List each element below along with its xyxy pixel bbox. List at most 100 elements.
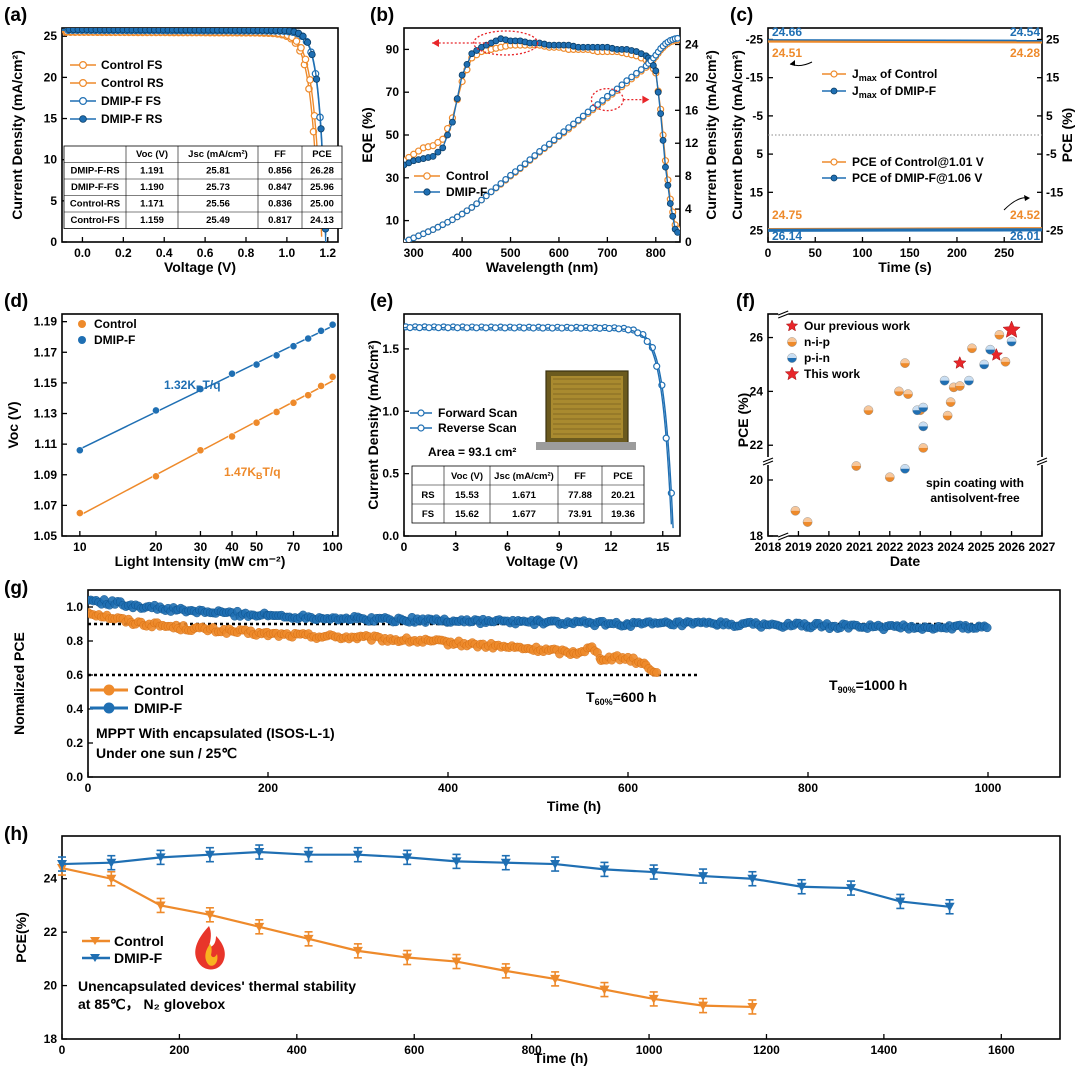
panel-f-x-tick-label: 2025: [968, 540, 995, 554]
panel-b-eqe-point: [439, 144, 447, 152]
panel-h-x-tick-label: 0: [59, 1043, 66, 1057]
panel-f-legend-marker: [787, 337, 797, 342]
panel-g-x-tick-label: 200: [258, 781, 278, 795]
panel-f-data-point: [918, 421, 928, 427]
panel-a-x-tick-label: 0.0: [74, 246, 91, 260]
flame-icon: [195, 926, 225, 970]
panel-f-data-point: [964, 380, 974, 386]
panel-b-x-tick-label: 300: [404, 246, 424, 260]
panel-d-x-tick-label: 70: [287, 540, 301, 554]
panel-f-data-point: [900, 464, 910, 469]
panel-f-y-break-right: [1036, 460, 1048, 466]
panel-f-data-point-ring: [903, 389, 913, 399]
panel-b-jint-point: [589, 104, 597, 112]
panel-b-y2-tick-label: 24: [685, 37, 699, 51]
panel-b-y2-tick-label: 4: [685, 202, 692, 216]
panel-g-t90-label: T90%=1000 h: [829, 677, 907, 695]
panel-e-table-cell: 19.36: [611, 509, 635, 520]
panel-h-data-point: [451, 857, 462, 867]
panel-f-data-point: [900, 358, 910, 364]
panel-e-legend-marker: [417, 424, 425, 432]
panel-c-y-tick-label: 5: [756, 147, 763, 161]
panel-d-data-point: [304, 391, 313, 400]
panel-e-module-active: [551, 376, 623, 438]
panel-b-jint-point: [468, 204, 476, 211]
panel-b-y-tick-label: 70: [386, 85, 400, 99]
panel-c-x-tick-label: 50: [809, 246, 823, 260]
panel-h-legend-label: Control: [114, 933, 164, 949]
flame-icon-inner: [205, 944, 218, 966]
panel-c-y2-tick-label: 25: [1046, 32, 1060, 46]
panel-a-table-cell: 25.56: [206, 199, 230, 210]
panel-b-eqe-point: [659, 136, 667, 144]
panel-h-data-point: [352, 850, 363, 860]
panel-f-data-point-ring: [918, 421, 929, 432]
panel-a-data-point: [303, 38, 312, 46]
panel-a-data-point: [299, 32, 307, 40]
panel-b-y-tick-label: 10: [386, 214, 400, 228]
panel-b-eqe-point: [674, 228, 680, 236]
panel-a-legend-label: Control RS: [101, 76, 164, 90]
panel-f-legend-marker: [787, 353, 797, 358]
panel-d-data-point: [317, 326, 325, 335]
panel-g-x-tick-label: 600: [618, 781, 638, 795]
panel-f-data-point: [946, 402, 956, 407]
panel-f-x-break-bottom: [777, 535, 789, 541]
panel-e-table-header: Voc (V): [451, 471, 483, 482]
panel-d-data-point: [252, 360, 261, 369]
panel-e-data-point: [605, 324, 613, 333]
panel-f-y-tick-label: 22: [750, 438, 764, 452]
panel-e-table-header: PCE: [613, 471, 633, 482]
panel-c-legend-marker: [830, 174, 838, 182]
panel-h-data-point: [155, 901, 166, 911]
panel-e-data-point: [406, 324, 414, 332]
panel-c-y2-tick-label: 5: [1046, 109, 1053, 123]
panel-e-data-point: [434, 324, 443, 332]
panel-e-x-tick-label: 12: [604, 540, 618, 554]
panel-h-legend-label: DMIP-F: [114, 950, 163, 966]
panel-a-table-cell: 25.73: [206, 182, 230, 193]
panel-a-table-cell: 25.49: [206, 215, 230, 226]
panel-f-data-point: [939, 376, 950, 381]
panel-b-eqe-point: [434, 148, 442, 156]
panel-f-legend-marker-ring: [787, 337, 797, 347]
panel-g-t60-label-rest: =600 h: [613, 689, 657, 705]
panel-h-data-point: [599, 865, 610, 875]
panel-c-traces: [768, 39, 1042, 232]
panel-f-data-point: [955, 386, 965, 391]
panel-d-x-tick-label: 50: [250, 540, 264, 554]
panel-b-y-tick-label: 30: [386, 171, 400, 185]
panel-d-legend-label: DMIP-F: [94, 333, 135, 347]
panel-b-y-axis-label: EQE (%): [359, 107, 375, 162]
panel-b-eqe-point: [429, 152, 437, 160]
panel-e-data-point: [444, 324, 452, 332]
panel-c-legend-label: Jmax of DMIP-F: [852, 84, 936, 100]
panel-g-legend-label: DMIP-F: [134, 700, 183, 716]
panel-f-data-point: [1002, 320, 1021, 338]
panel-b-jint-point: [482, 192, 490, 200]
panel-b-jint-point: [674, 34, 680, 42]
panel-d-y-tick-label: 1.13: [34, 407, 58, 421]
panel-f-annotation: spin coating with: [926, 476, 1024, 490]
panel-b-jint-point: [526, 156, 534, 164]
panel-e-panel-label: (e): [370, 291, 393, 312]
panel-c-legend-label-rest: of Control: [877, 67, 938, 81]
panel-b-x-tick-label: 500: [501, 246, 521, 260]
panel-f-data-point: [994, 334, 1004, 340]
panel-d-legend-marker: [78, 320, 86, 328]
panel-c-panel-label: (c): [730, 5, 753, 26]
panel-b-jint-point: [603, 92, 611, 100]
panel-e-x-tick-label: 0: [401, 540, 408, 554]
panel-d-data-point: [328, 372, 337, 381]
panel-a-data-point: [301, 55, 310, 64]
panel-g-annotation: Under one sun / 25℃: [96, 745, 237, 761]
panel-b-jint-point: [618, 81, 626, 89]
panel-g-annotation: MPPT With encapsulated (ISOS-L-1): [96, 725, 335, 741]
panel-e-data-point: [577, 324, 585, 332]
panel-f-data-point: [851, 461, 861, 466]
panel-e-table-cell: 15.53: [455, 490, 479, 501]
panel-f-panel-label: (f): [736, 291, 755, 312]
panel-d-slope-dmip: 1.32KBT/q: [164, 378, 221, 394]
panel-f-data-point: [790, 510, 800, 516]
panel-f-x-axis-label: Date: [890, 553, 921, 569]
